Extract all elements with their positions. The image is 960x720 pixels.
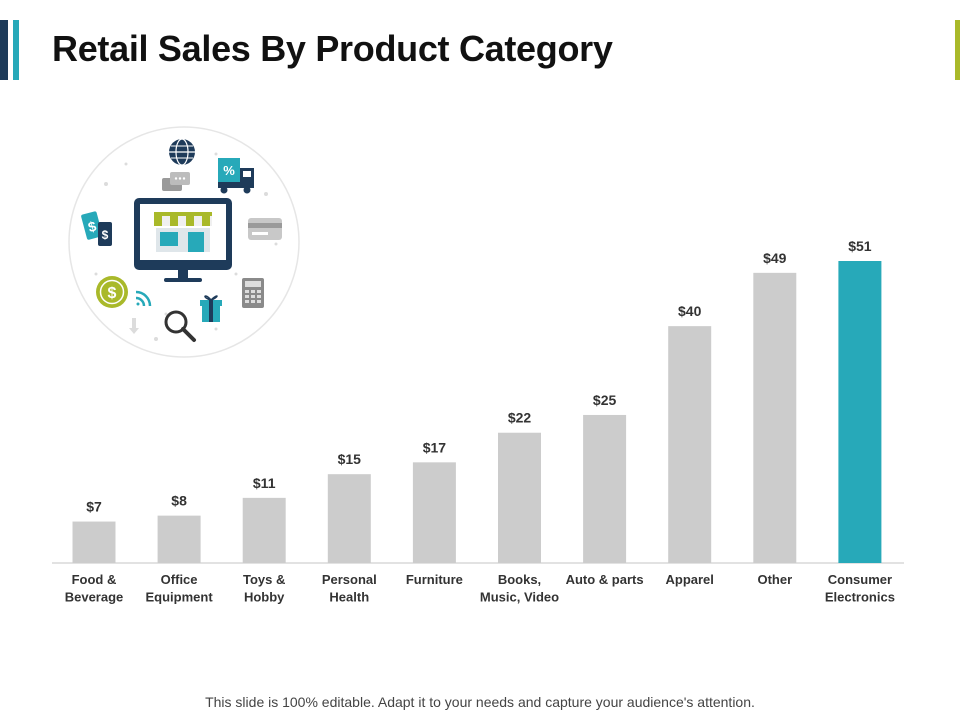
bar-4: [412, 462, 456, 563]
bar-5: [498, 432, 541, 563]
category-label-3: Personal Health: [322, 572, 377, 605]
tag-dollar-sign-2: $: [102, 228, 109, 242]
category-label-1: Office Equipment: [146, 572, 214, 605]
gift-box-icon: [200, 295, 222, 322]
category-label-line: Auto & parts: [566, 572, 644, 587]
data-label-5: $22: [508, 410, 532, 426]
category-label-line: Health: [329, 590, 369, 605]
category-label-7: Apparel: [665, 572, 713, 587]
bar-9: [838, 261, 882, 563]
bar-8: [753, 272, 797, 563]
category-label-line: Books,: [498, 572, 541, 587]
data-label-4: $17: [423, 439, 447, 455]
data-label-0: $7: [86, 499, 102, 515]
category-label-line: Furniture: [406, 572, 463, 587]
bar-2: [242, 497, 286, 563]
page-title: Retail Sales By Product Category: [52, 28, 613, 69]
data-label-1: $8: [171, 493, 187, 509]
footer-note: This slide is 100% editable. Adapt it to…: [205, 694, 755, 710]
online-store-monitor-icon: [134, 198, 232, 282]
credit-card-icon: [248, 218, 282, 240]
category-label-line: Other: [757, 572, 792, 587]
ecommerce-illustration: % $ $: [68, 126, 300, 358]
category-label-line: Consumer: [828, 572, 892, 587]
category-label-line: Hobby: [244, 590, 285, 605]
accent-bar-teal: [13, 20, 19, 80]
bar-6: [583, 414, 627, 563]
category-label-5: Books, Music, Video: [480, 572, 559, 605]
data-label-6: $25: [593, 392, 617, 408]
category-label-line: Beverage: [65, 590, 124, 605]
bar-0: [72, 521, 116, 563]
category-label-line: Apparel: [665, 572, 713, 587]
magnifier-icon: [164, 310, 196, 342]
category-label-8: Other: [757, 572, 792, 587]
calculator-icon: [242, 278, 264, 308]
category-label-4: Furniture: [406, 572, 463, 587]
category-label-0: Food & Beverage: [65, 572, 124, 605]
category-label-6: Auto & parts: [566, 572, 644, 587]
truck-percent-sign: %: [223, 163, 235, 178]
category-label-9: Consumer Electronics: [825, 572, 895, 605]
category-label-2: Toys & Hobby: [243, 572, 285, 605]
data-label-2: $11: [253, 475, 276, 491]
category-label-line: Equipment: [146, 590, 214, 605]
tag-dollar-sign-1: $: [86, 218, 98, 236]
chat-bubbles-icon: [162, 172, 190, 191]
category-label-line: Music, Video: [480, 590, 559, 605]
category-label-line: Personal: [322, 572, 377, 587]
bar-1: [157, 515, 201, 563]
data-label-8: $49: [763, 250, 787, 266]
globe-icon: [169, 138, 195, 166]
download-arrow-icon: [129, 318, 139, 334]
dollar-coin-icon: $: [96, 276, 128, 308]
bar-3: [327, 474, 371, 563]
coin-dollar-sign: $: [108, 285, 117, 302]
delivery-truck-icon: %: [218, 158, 254, 194]
wifi-icon: [135, 290, 152, 307]
category-label-line: Toys &: [243, 572, 285, 587]
category-label-line: Electronics: [825, 590, 895, 605]
accent-bar-dark: [0, 20, 8, 80]
data-label-7: $40: [678, 303, 702, 319]
accent-bar-lime: [955, 20, 960, 80]
price-tags-icon: $ $: [81, 211, 112, 246]
category-label-line: Office: [161, 572, 198, 587]
category-label-line: Food &: [72, 572, 117, 587]
data-label-3: $15: [338, 451, 362, 467]
data-label-9: $51: [848, 238, 872, 254]
bar-7: [668, 326, 712, 563]
